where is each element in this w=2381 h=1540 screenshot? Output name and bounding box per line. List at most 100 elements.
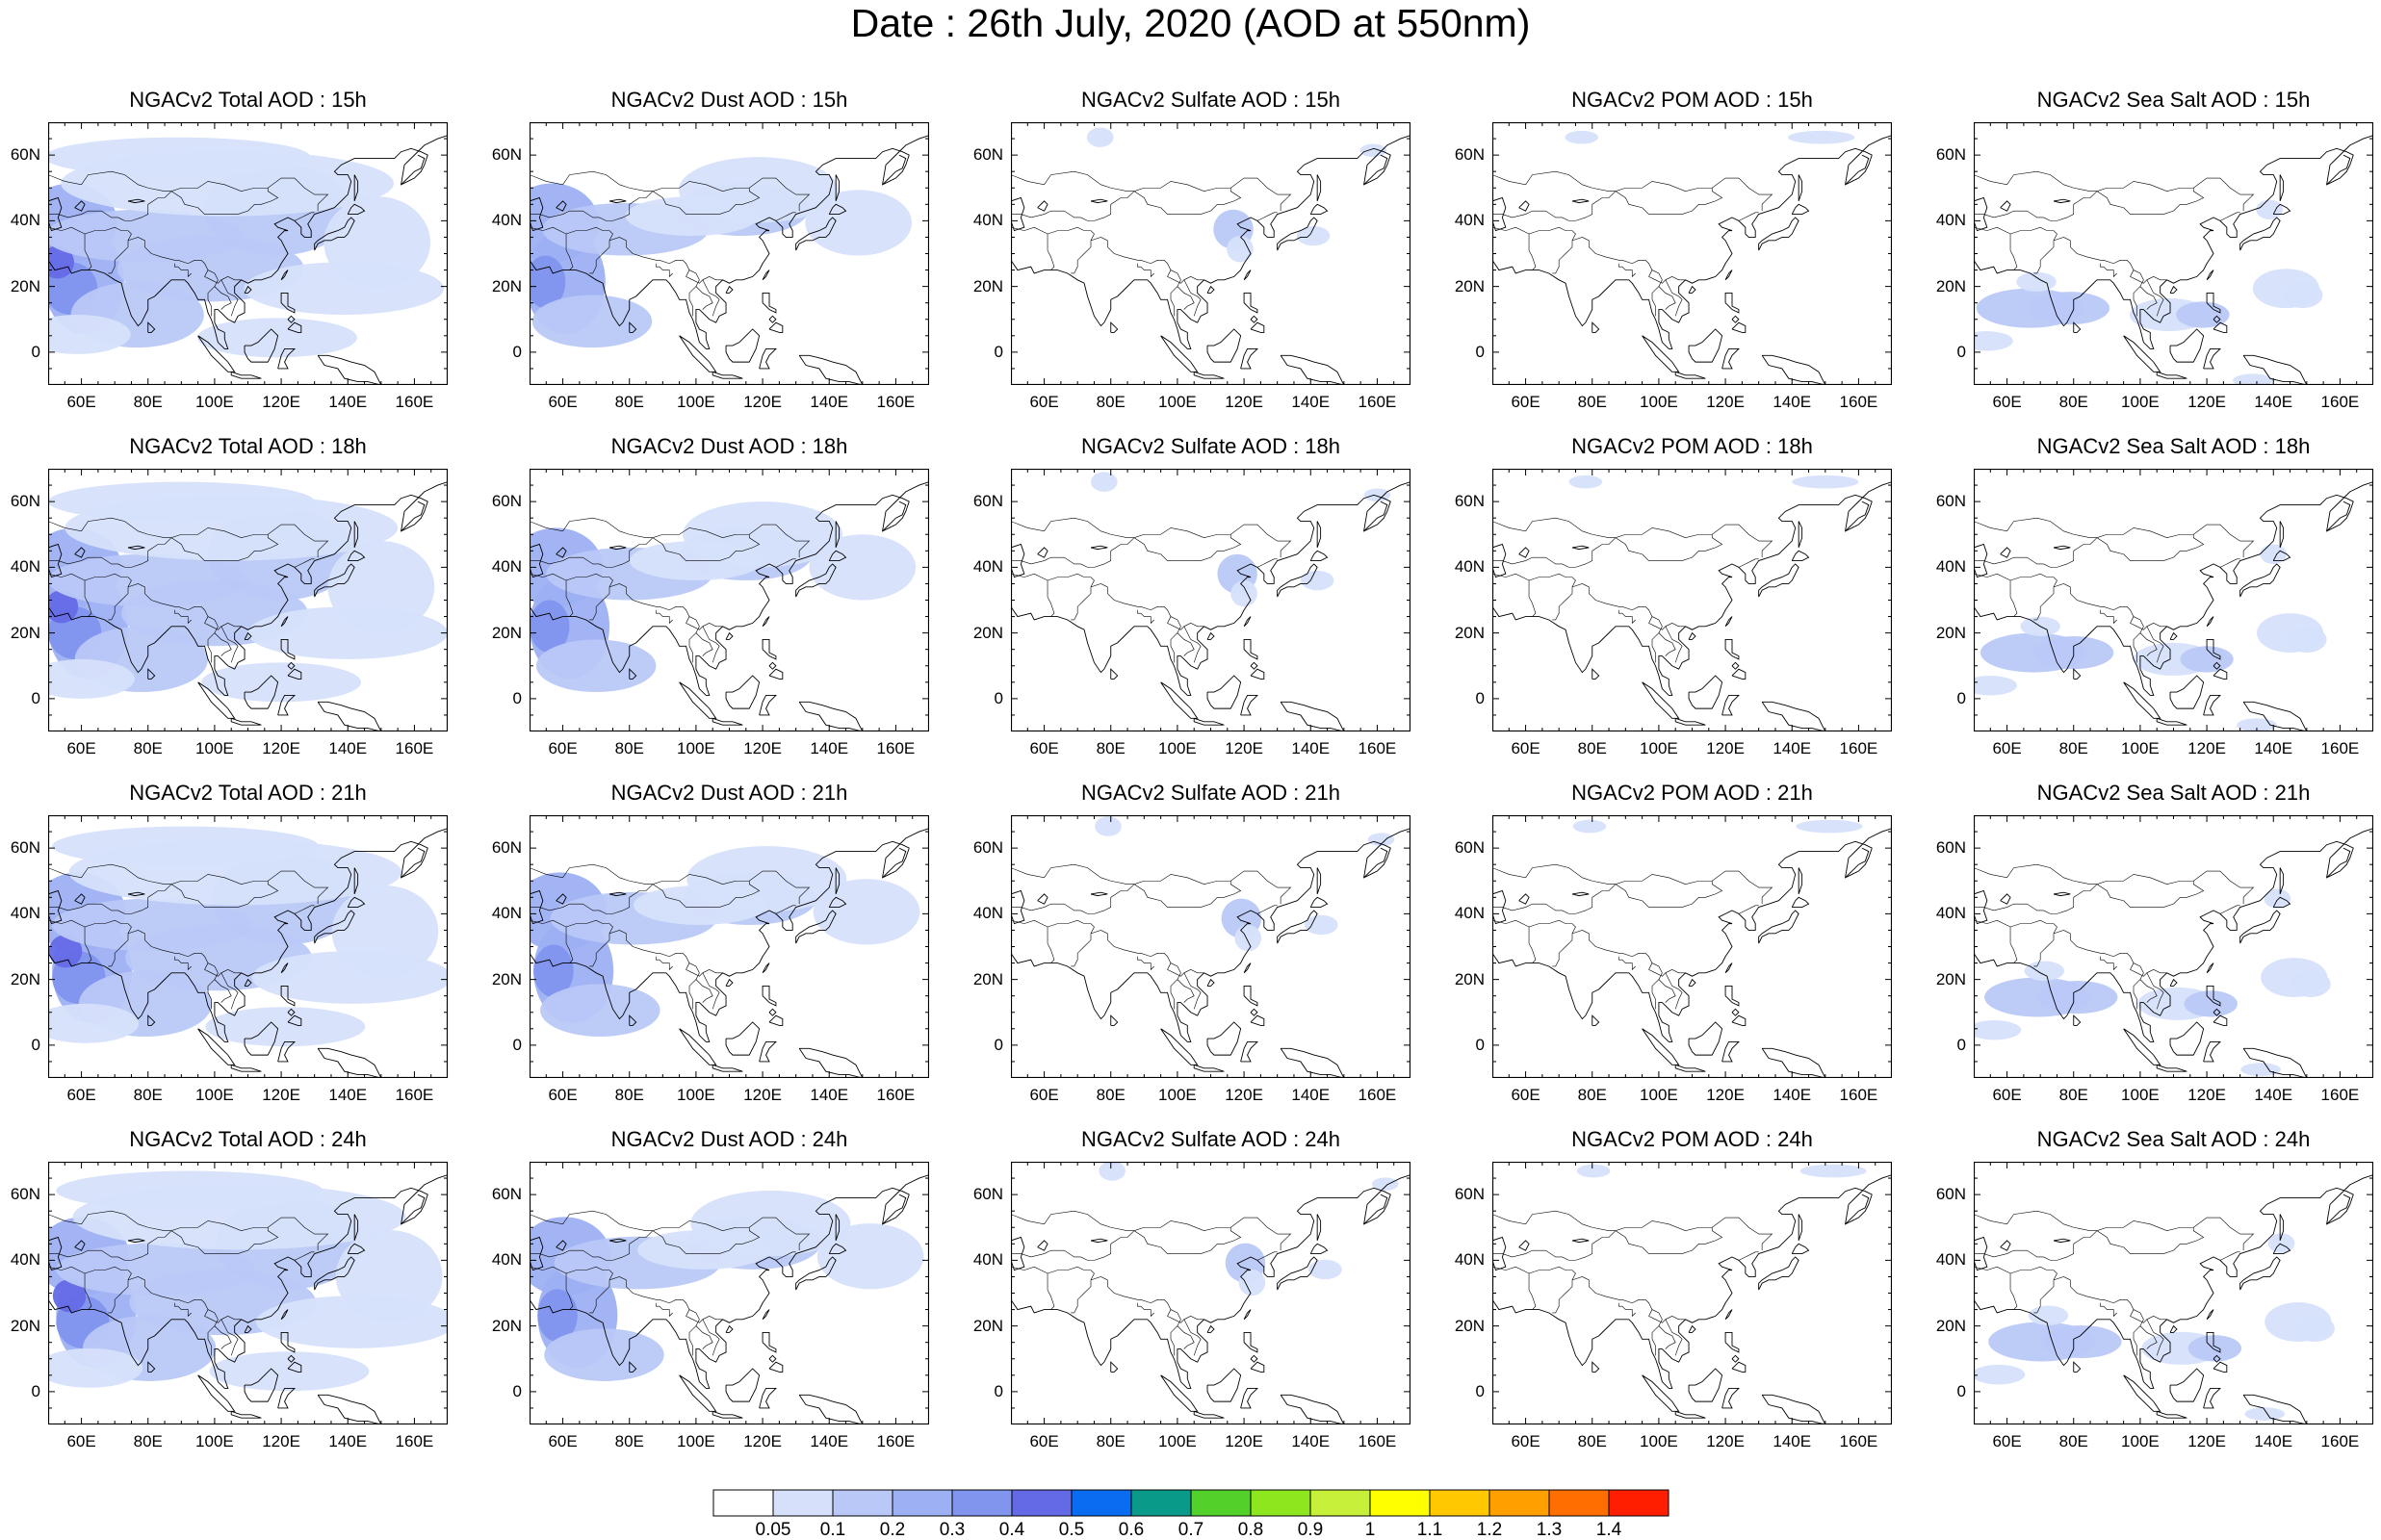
lon-tick-label: 140E [810, 1086, 849, 1104]
coastline [1721, 348, 1741, 370]
country-border [1492, 884, 1617, 914]
lat-tick-label: 0 [1956, 1381, 1966, 1400]
map-plot [530, 469, 929, 732]
lon-tick-label: 60E [1511, 393, 1540, 411]
coastline [1758, 563, 1799, 598]
coastline [1110, 1014, 1119, 1026]
map-panel: NGACv2 Sulfate AOD : 24h 60N 40N 20N 0 60E 80E… [973, 1127, 1410, 1450]
country-border [1011, 884, 1135, 914]
lon-tick-label: 60E [66, 393, 96, 411]
aod-shading [48, 137, 311, 177]
coastline [882, 500, 907, 532]
country-border [702, 279, 720, 317]
lon-tick-label: 80E [1577, 1086, 1607, 1104]
coastline [2279, 174, 2285, 202]
lon-tick-label: 140E [328, 739, 368, 757]
country-border [1571, 237, 1686, 284]
aod-shading [2294, 1315, 2335, 1343]
lon-tick-label: 160E [1358, 1432, 1397, 1450]
panel-title: NGACv2 Sulfate AOD : 24h [1080, 1127, 1341, 1151]
map-panel: NGACv2 Sea Salt AOD : 24h 60N 40N 20N 0 60E 80… [1936, 1127, 2373, 1450]
country-border [1183, 626, 1202, 663]
aod-shading [52, 1279, 87, 1313]
lat-tick-label: 0 [1475, 1381, 1485, 1400]
coastline [762, 1331, 777, 1353]
coastline [2272, 203, 2291, 216]
aod-shading [251, 951, 448, 1004]
coastline [314, 910, 355, 944]
colorbar-tick-label: 0.05 [755, 1520, 791, 1540]
coastline [2000, 200, 2011, 212]
coastline [2053, 891, 2071, 897]
country-border [1665, 626, 1683, 663]
coastline [1592, 321, 1600, 333]
country-border [214, 979, 232, 1003]
coastline [798, 1047, 864, 1078]
lat-tick-label: 0 [31, 1035, 40, 1054]
lon-tick-label: 120E [1225, 739, 1263, 757]
lon-tick-label: 60E [1029, 393, 1059, 411]
country-border [1011, 517, 1292, 558]
lon-tick-label: 100E [2121, 1086, 2160, 1104]
panel-title: NGACv2 Total AOD : 24h [129, 1127, 367, 1151]
coastline [1160, 1374, 1199, 1412]
country-border [1133, 188, 1242, 215]
country-border [84, 1266, 132, 1314]
map-plot [1011, 122, 1410, 385]
coastline [127, 198, 145, 204]
coastline [1160, 1028, 1199, 1065]
country-border [2009, 1266, 2057, 1314]
coastline [530, 543, 544, 578]
map-plot [530, 122, 929, 385]
aod-shading [1099, 1162, 1126, 1181]
coastline [1206, 1368, 1242, 1402]
coastline [1674, 1064, 1706, 1072]
coastline [1724, 962, 1733, 974]
coastline [1110, 668, 1119, 680]
coastline [2272, 896, 2291, 909]
coastline [2053, 1238, 2071, 1244]
lon-tick-label: 60E [1511, 1432, 1540, 1450]
country-border [1618, 1302, 1636, 1318]
aod-shading [637, 1229, 771, 1270]
coastline [287, 1008, 296, 1016]
country-border [2219, 212, 2240, 221]
aod-shading [52, 826, 319, 866]
coastline [1011, 196, 1025, 232]
country-border [174, 263, 192, 278]
map-plot [1492, 1162, 1892, 1424]
country-border [530, 1210, 811, 1251]
coastline [828, 1243, 847, 1255]
coastline [1011, 1236, 1025, 1271]
map-plot [1492, 122, 1892, 385]
lon-tick-label: 140E [810, 393, 849, 411]
coastline [556, 200, 567, 212]
coastline [762, 985, 777, 1007]
country-border [1658, 979, 1676, 1003]
lon-tick-label: 80E [1577, 739, 1607, 757]
country-border [48, 1266, 92, 1310]
aod-shading [1367, 833, 1395, 847]
lon-tick-label: 120E [262, 1086, 300, 1104]
coastline [1250, 315, 1258, 323]
aod-shading [1974, 1019, 2022, 1040]
coastline [1791, 203, 1810, 216]
aod-shading [1227, 236, 1254, 263]
coastline [1674, 1410, 1706, 1419]
country-border [170, 1227, 279, 1254]
aod-shading [244, 262, 444, 315]
coastline [280, 962, 289, 974]
country-border [652, 534, 761, 561]
lat-tick-label: 60N [1935, 492, 1966, 511]
coastline [1492, 196, 1507, 232]
coastline [2203, 1388, 2222, 1409]
lon-tick-label: 120E [1225, 1432, 1263, 1450]
lat-tick-label: 60N [10, 838, 40, 858]
coastline [1974, 1174, 2373, 1389]
coastline [48, 1174, 448, 1389]
lat-tick-label: 60N [1935, 145, 1966, 165]
coastline [147, 668, 156, 680]
country-border [656, 609, 673, 625]
coastline [2203, 348, 2222, 370]
coastline [1193, 1064, 1225, 1072]
